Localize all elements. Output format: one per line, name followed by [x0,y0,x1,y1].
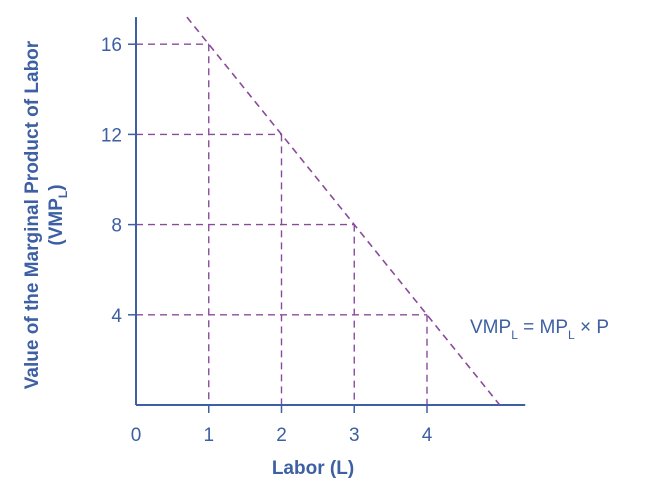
y-tick-label: 8 [111,216,122,237]
y-axis-label-line2: (VMPL) [46,184,70,245]
y-axis-label: Value of the Marginal Product of Labor (… [22,40,70,389]
x-tick-label: 0 [131,425,142,446]
x-axis-label: Labor (L) [272,458,354,479]
x-tick-label: 1 [203,425,214,446]
dashed-guides [136,43,428,405]
y-tick-label: 16 [101,35,122,56]
vmp-equation-label: VMPL = MPL × P [470,317,609,342]
y-tick-label: 12 [101,125,122,146]
vmp-line [186,16,501,406]
x-tick-label: 2 [276,425,287,446]
y-tick-label: 4 [111,306,122,327]
x-tick-label: 3 [349,425,360,446]
y-axis-label-line1: Value of the Marginal Product of Labor [22,40,43,389]
x-tick-label: 4 [422,425,433,446]
